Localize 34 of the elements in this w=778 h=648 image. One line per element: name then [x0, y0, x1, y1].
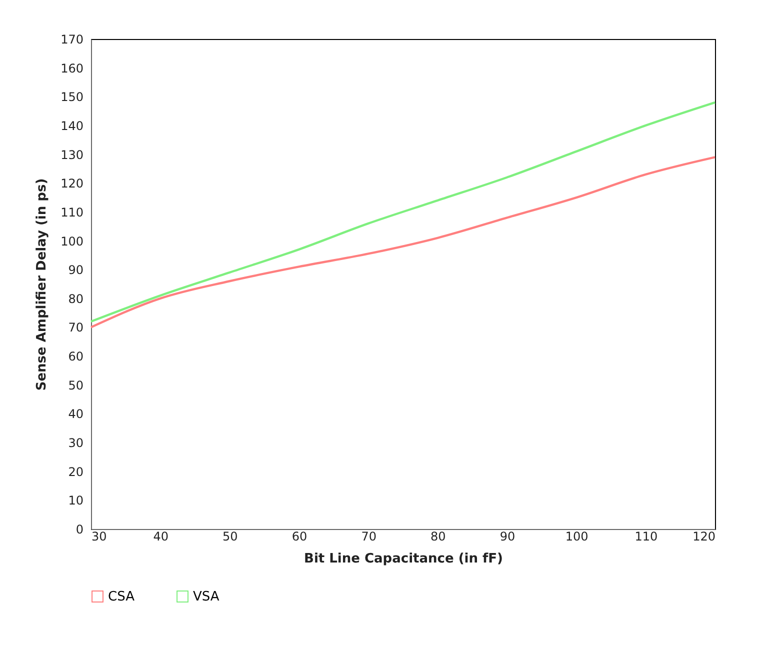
x-axis-title: Bit Line Capacitance (in fF): [304, 552, 503, 566]
y-tick-label: 70: [68, 320, 84, 335]
legend-label: CSA: [108, 590, 135, 605]
y-tick-label: 40: [68, 407, 84, 422]
x-tick-label: 100: [565, 530, 588, 544]
y-axis-title: Sense Amplifier Delay (in ps): [34, 178, 50, 391]
x-tick-label: 30: [92, 530, 107, 544]
legend-label: VSA: [193, 590, 220, 605]
y-tick-label: 30: [68, 436, 84, 450]
line-series: [90, 101, 716, 323]
y-tick-label: 120: [60, 176, 84, 191]
y-tick-label: 80: [68, 292, 84, 306]
x-tick-label: 40: [153, 530, 168, 544]
x-tick-label: 50: [222, 530, 238, 544]
x-tick-label: 70: [361, 530, 376, 544]
line-series: [90, 156, 716, 328]
y-tick-label: 20: [68, 464, 84, 479]
x-tick-label: 60: [292, 530, 308, 544]
y-tick-label: 100: [60, 234, 84, 248]
y-tick-label: 170: [60, 32, 84, 46]
y-tick-label: 150: [60, 90, 84, 104]
y-tick-label: 0: [76, 522, 84, 536]
x-tick-label: 120: [692, 530, 716, 544]
y-tick-label: 50: [68, 378, 84, 392]
y-tick-label: 160: [60, 61, 84, 76]
y-tick-label: 130: [60, 148, 84, 162]
y-tick-label: 140: [60, 118, 84, 133]
x-tick-label: 110: [634, 530, 658, 544]
y-tick-label: 90: [68, 263, 84, 278]
y-tick-label: 10: [68, 494, 84, 508]
x-tick-label: 90: [500, 530, 516, 544]
y-tick-label: 60: [68, 350, 84, 364]
y-tick-label: 110: [60, 205, 84, 220]
x-tick-label: 80: [430, 530, 446, 544]
